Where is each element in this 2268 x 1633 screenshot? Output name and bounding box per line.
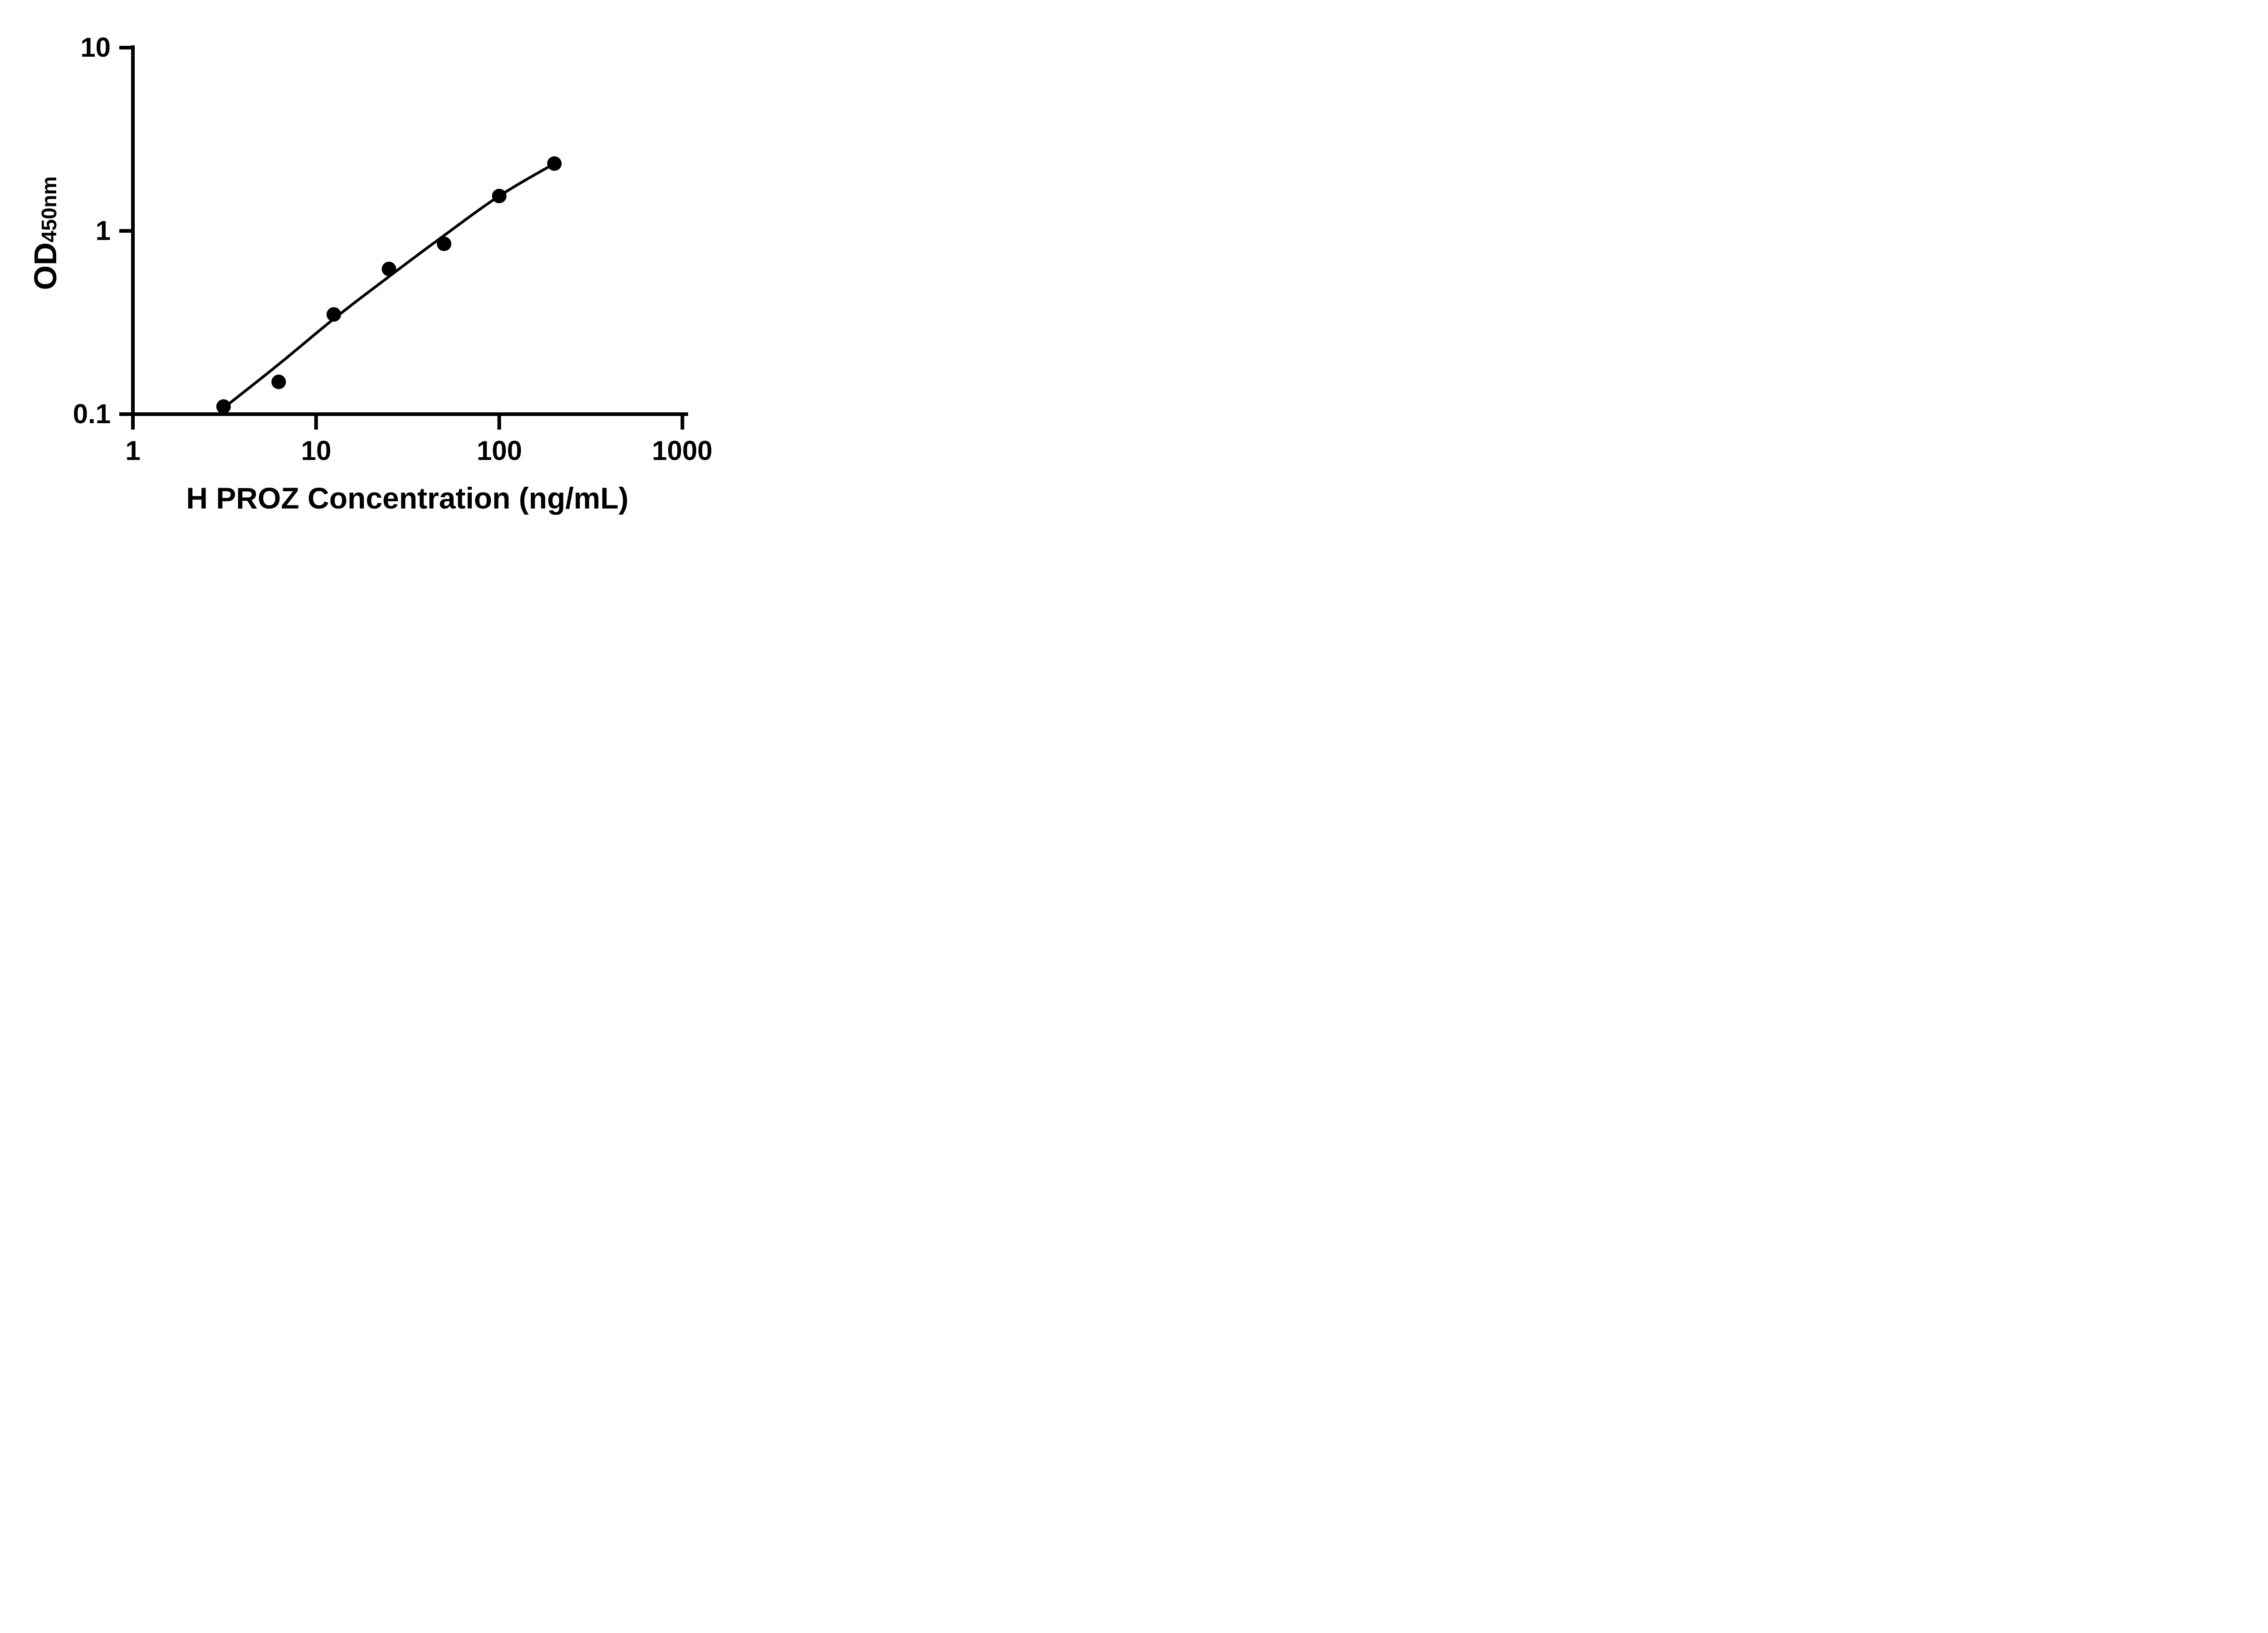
x-tick-label-1: 1	[125, 435, 141, 466]
data-point-marker	[216, 399, 231, 414]
plot-area	[119, 45, 688, 430]
chart-canvas: 10 1 0.1 1 10 100 1000 H PROZ Concentrat…	[0, 0, 761, 544]
data-point-marker	[437, 236, 451, 251]
y-axis-title: OD450nm	[20, 74, 70, 392]
data-point-marker	[381, 261, 396, 276]
data-point-marker	[271, 374, 286, 389]
y-tick-label-10: 10	[80, 32, 111, 63]
x-axis-title: H PROZ Concentration (ng/mL)	[186, 481, 629, 515]
y-axis-title-sub: 450nm	[37, 176, 61, 243]
y-tick-label-1: 1	[95, 215, 111, 246]
data-point-marker	[547, 156, 562, 171]
data-point-marker	[492, 189, 507, 204]
data-point-marker	[326, 307, 341, 322]
y-tick-label-0.1: 0.1	[73, 399, 111, 429]
y-axis-title-main: OD	[28, 242, 63, 290]
x-tick-label-1000: 1000	[652, 435, 713, 466]
x-tick-label-10: 10	[301, 435, 332, 466]
x-tick-label-100: 100	[476, 435, 523, 466]
